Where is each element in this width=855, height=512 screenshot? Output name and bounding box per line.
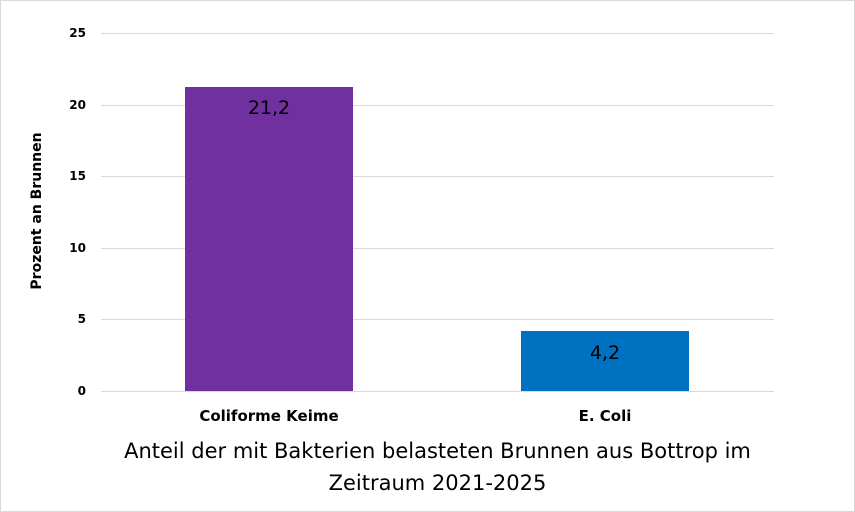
gridline-15 [101,176,774,177]
chart-title-line-1: Anteil der mit Bakterien belasteten Brun… [124,439,751,463]
y-tick: 5 [77,312,86,326]
x-category-label: E. Coli [578,407,632,425]
gridline-5 [101,319,774,320]
x-axis-baseline [101,391,774,392]
chart-title-line-2: Zeitraum 2021-2025 [328,471,547,495]
data-label: 21,2 [247,97,291,120]
y-tick: 20 [69,98,86,112]
chart-title: Anteil der mit Bakterien belasteten Brun… [1,435,855,499]
y-tick: 10 [69,241,86,255]
data-label: 4,2 [589,341,621,364]
bar-coliforme-keime: 21,2 [185,87,353,391]
y-tick: 25 [69,26,86,40]
gridline-10 [101,248,774,249]
y-tick: 0 [77,384,86,398]
y-axis-label: Prozent an Brunnen [29,132,45,290]
bar-e-coli: 4,2 [521,330,689,391]
gridline-20 [101,105,774,106]
gridline-25 [101,33,774,34]
x-category-label: Coliforme Keime [199,407,339,425]
y-tick: 15 [69,169,86,183]
